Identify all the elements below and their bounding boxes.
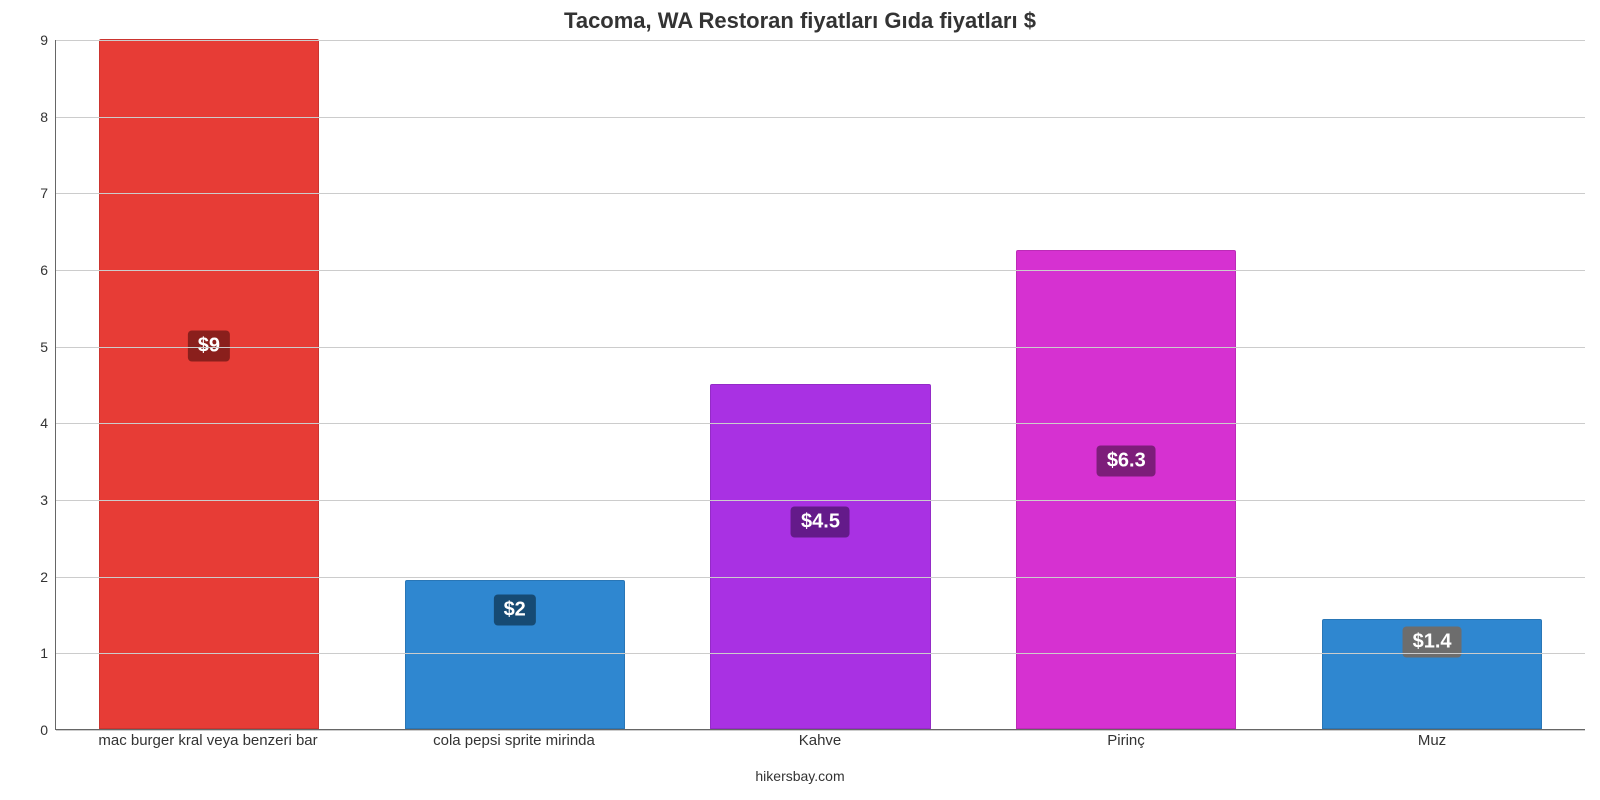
xtick-label: cola pepsi sprite mirinda xyxy=(361,732,667,749)
bar xyxy=(710,384,930,729)
ytick-label: 4 xyxy=(40,415,48,431)
bar-value-label: $4.5 xyxy=(791,507,850,538)
bar-slot: $2 xyxy=(362,40,668,729)
ytick-label: 2 xyxy=(40,569,48,585)
gridline xyxy=(56,193,1585,194)
ytick-label: 7 xyxy=(40,185,48,201)
plot-area: $9 $2 $4.5 $6.3 $1.4 xyxy=(55,40,1585,730)
gridline xyxy=(56,577,1585,578)
bar xyxy=(99,39,319,729)
gridline xyxy=(56,117,1585,118)
ytick-label: 0 xyxy=(40,722,48,738)
gridline xyxy=(56,423,1585,424)
gridline xyxy=(56,270,1585,271)
bar xyxy=(1016,250,1236,729)
ytick-label: 1 xyxy=(40,645,48,661)
gridline xyxy=(56,730,1585,731)
gridline xyxy=(56,500,1585,501)
bars-container: $9 $2 $4.5 $6.3 $1.4 xyxy=(56,40,1585,729)
ytick-label: 8 xyxy=(40,109,48,125)
xtick-label: mac burger kral veya benzeri bar xyxy=(55,732,361,749)
x-axis-labels: mac burger kral veya benzeri barcola pep… xyxy=(55,732,1585,749)
price-chart: Tacoma, WA Restoran fiyatları Gıda fiyat… xyxy=(0,0,1600,800)
gridline xyxy=(56,653,1585,654)
bar-slot: $9 xyxy=(56,40,362,729)
bar-value-label: $2 xyxy=(494,595,536,626)
xtick-label: Kahve xyxy=(667,732,973,749)
bar-slot: $1.4 xyxy=(1279,40,1585,729)
gridline xyxy=(56,40,1585,41)
gridline xyxy=(56,347,1585,348)
ytick-label: 9 xyxy=(40,32,48,48)
chart-title: Tacoma, WA Restoran fiyatları Gıda fiyat… xyxy=(0,8,1600,34)
ytick-label: 5 xyxy=(40,339,48,355)
ytick-label: 3 xyxy=(40,492,48,508)
chart-footer: hikersbay.com xyxy=(0,768,1600,784)
bar-slot: $6.3 xyxy=(973,40,1279,729)
bar-value-label: $6.3 xyxy=(1097,445,1156,476)
ytick-label: 6 xyxy=(40,262,48,278)
bar-slot: $4.5 xyxy=(668,40,974,729)
xtick-label: Muz xyxy=(1279,732,1585,749)
xtick-label: Pirinç xyxy=(973,732,1279,749)
